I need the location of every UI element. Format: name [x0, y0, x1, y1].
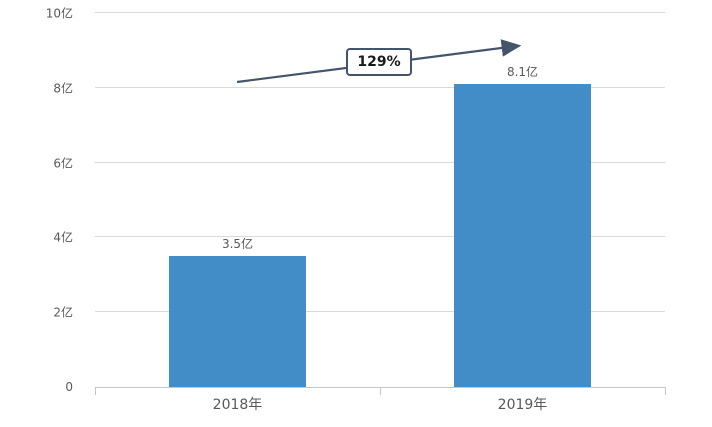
gridline	[95, 311, 665, 313]
x-category-label: 2019年	[497, 397, 548, 413]
y-tick-label: 10亿	[45, 6, 73, 21]
y-tick-label: 6亿	[53, 156, 73, 171]
y-tick-label: 8亿	[53, 81, 73, 96]
y-tick-label: 2亿	[53, 305, 73, 320]
x-axis-tick	[664, 387, 666, 395]
growth-annotation: 129%	[346, 48, 412, 76]
x-category-label: 2018年	[212, 397, 263, 413]
bar-2019年	[454, 84, 591, 387]
bar-value-label: 8.1亿	[506, 65, 539, 80]
gridline	[95, 86, 665, 88]
x-axis-tick	[94, 387, 96, 395]
plot-area: 3.5亿 2018年 8.1亿 2019年	[94, 12, 666, 413]
gridline	[95, 12, 665, 13]
x-axis-tick	[379, 387, 381, 395]
y-axis-labels: 0 2亿 4亿 6亿 8亿 10亿	[0, 7, 85, 395]
gridline	[95, 236, 665, 238]
gridline	[95, 161, 665, 163]
bar-2018年	[169, 256, 306, 387]
y-tick-label: 0	[65, 380, 73, 394]
bar-value-label: 3.5亿	[221, 237, 254, 252]
y-tick-label: 4亿	[53, 230, 73, 245]
